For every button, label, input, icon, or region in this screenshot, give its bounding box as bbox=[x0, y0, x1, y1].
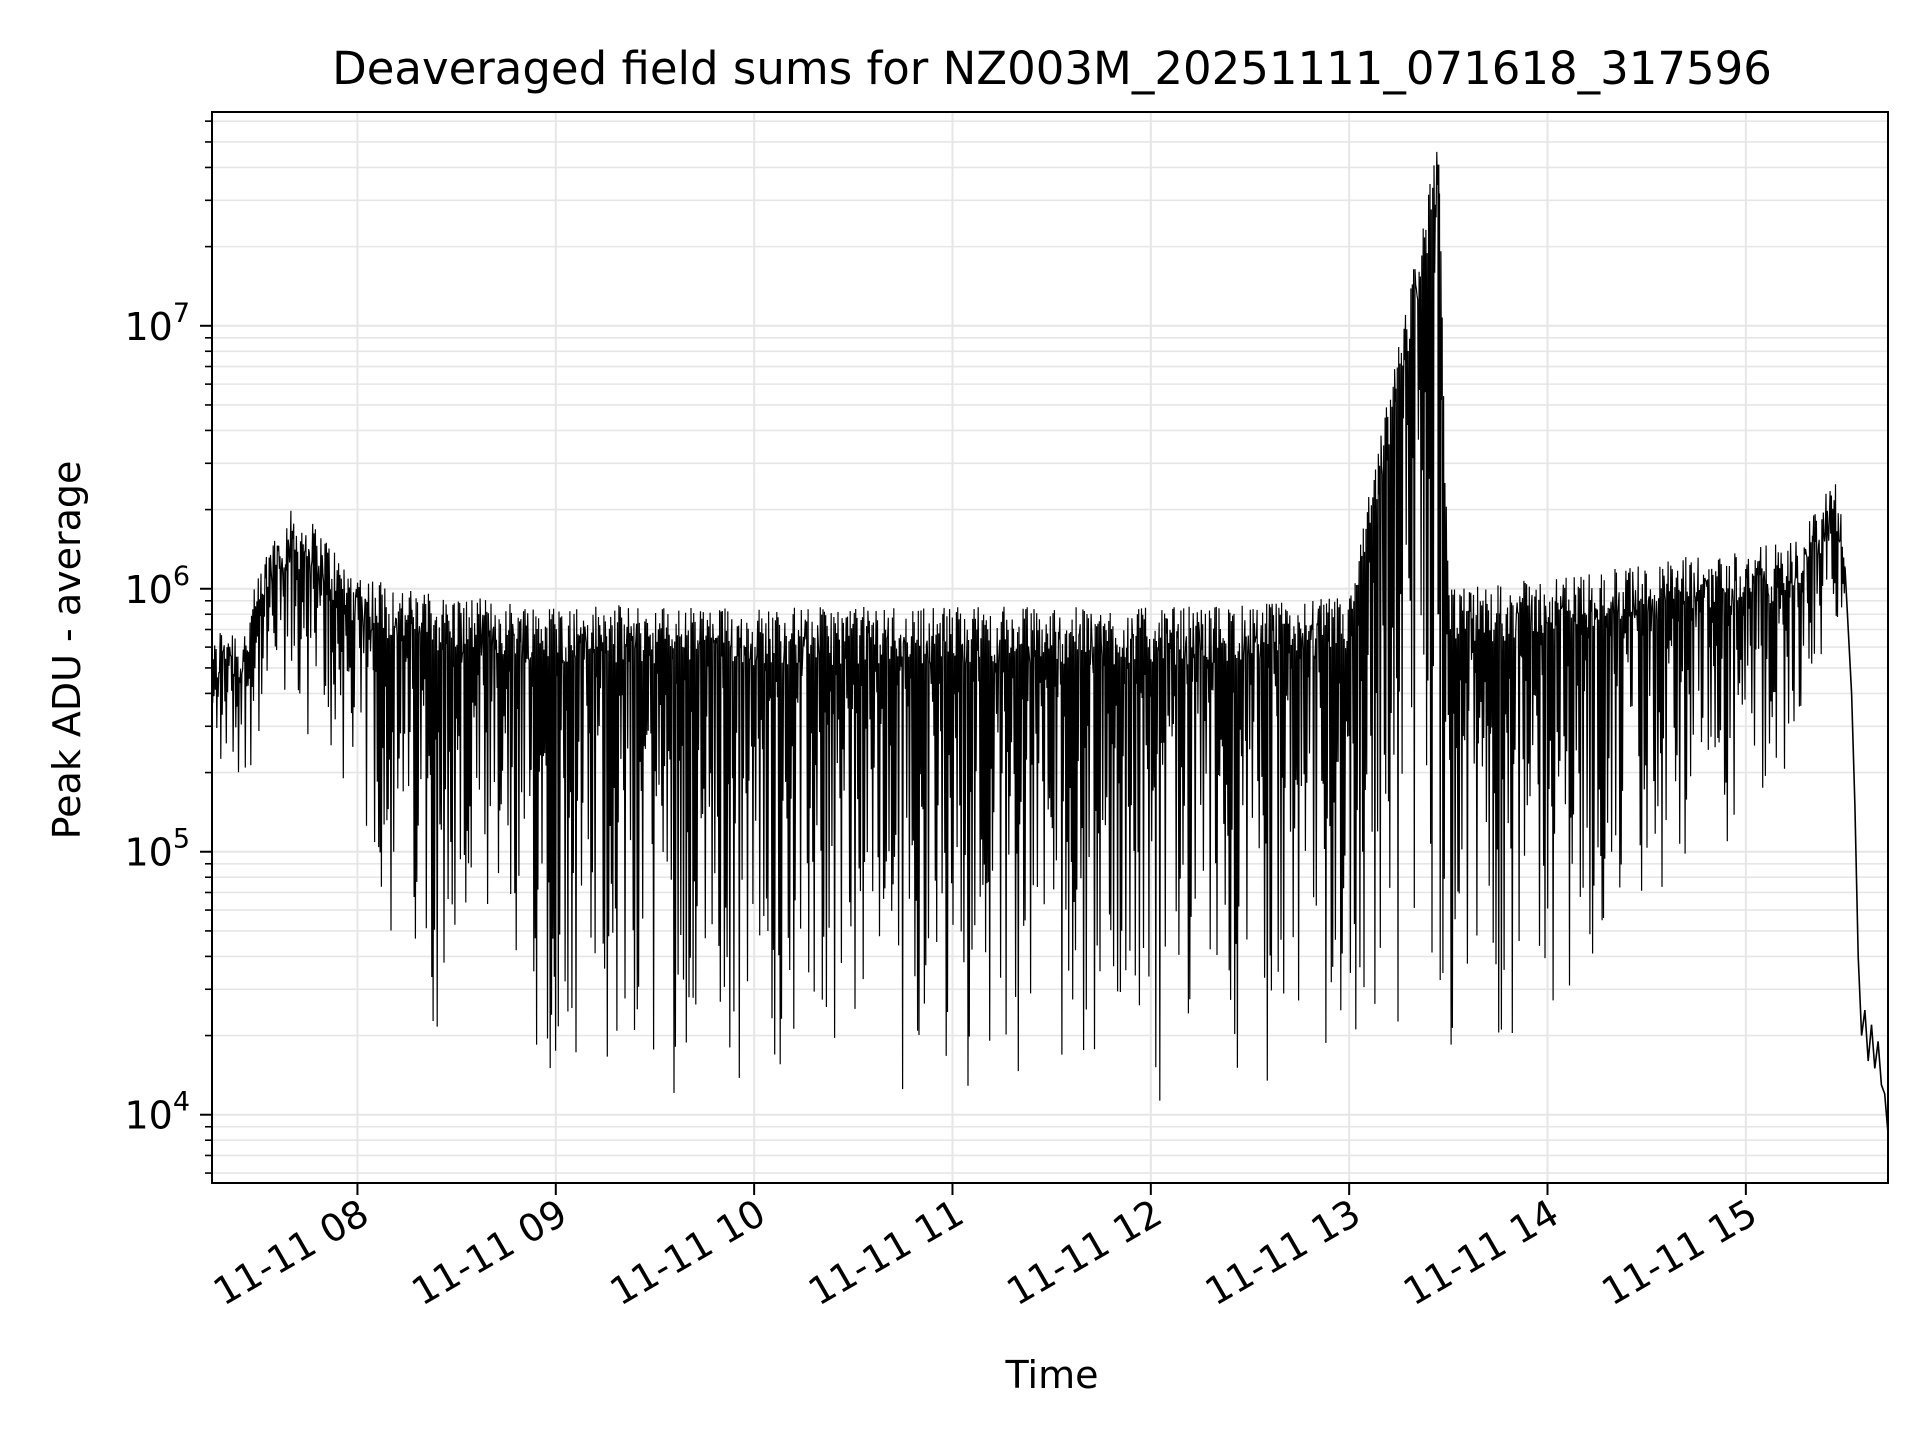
y-axis-label: Peak ADU - average bbox=[45, 461, 89, 840]
y-tick-label: 105 bbox=[124, 824, 190, 875]
major-gridlines bbox=[212, 112, 1888, 1183]
y-tick-label: 107 bbox=[124, 298, 190, 349]
chart-title: Deaveraged field sums for NZ003M_2025111… bbox=[332, 42, 1772, 95]
y-tick-label: 106 bbox=[124, 561, 190, 612]
y-tick-label: 104 bbox=[124, 1087, 190, 1138]
data-spike bbox=[1437, 164, 1441, 615]
y-axis: 104 105 106 107 bbox=[124, 120, 212, 1174]
data-series-tail bbox=[1844, 567, 1889, 1134]
x-axis-label: Time bbox=[1005, 1353, 1099, 1397]
plot-area bbox=[211, 151, 1889, 1134]
data-series-line bbox=[211, 151, 1846, 1101]
